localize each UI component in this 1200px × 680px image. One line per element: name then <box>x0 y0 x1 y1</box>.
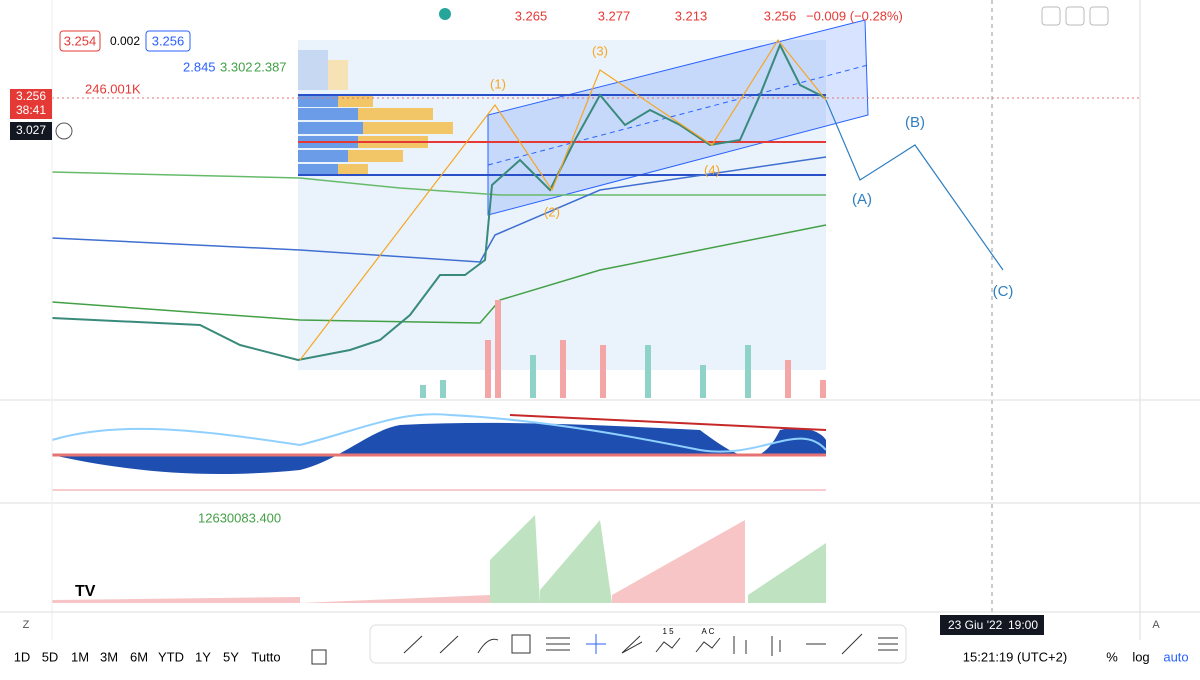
change-text: −0.009 (−0.28%) <box>806 8 903 23</box>
volume-profile <box>298 50 453 174</box>
volume-bars <box>420 300 826 398</box>
histogram <box>748 543 826 603</box>
range-button[interactable]: 1M <box>71 649 89 664</box>
scale-option[interactable]: log <box>1132 649 1149 664</box>
toolbar-label: 1 5 <box>662 627 674 636</box>
price-text: 3.256 <box>764 8 797 23</box>
wave-projection <box>825 99 1004 271</box>
range-buttons: 1D 5D 1M 3M 6M YTD 1Y 5Y Tutto <box>14 649 281 664</box>
status-dot <box>439 8 451 20</box>
histogram <box>540 520 612 603</box>
ma-value: 3.302 <box>220 59 253 74</box>
logo: TV <box>75 583 96 600</box>
wave-path <box>299 38 827 361</box>
wave-label: (4) <box>704 162 720 177</box>
sell-price[interactable]: 3.254 <box>64 33 97 48</box>
indicator-value: 12630083.400 <box>198 510 281 525</box>
last-price: 3.256 <box>16 89 46 103</box>
price-path <box>51 42 827 362</box>
divergence-line <box>509 414 827 431</box>
clock: 15:21:19 (UTC+2) <box>963 649 1067 664</box>
range-button[interactable]: YTD <box>158 649 184 664</box>
range-button[interactable]: 3M <box>100 649 118 664</box>
range-button[interactable]: 1D <box>14 649 31 664</box>
price-text: 3.265 <box>515 8 548 23</box>
add-button[interactable] <box>55 122 73 140</box>
sell-box[interactable] <box>59 30 101 52</box>
range-button[interactable]: 6M <box>130 649 148 664</box>
last-price-tag <box>10 89 52 119</box>
ma-line <box>51 156 827 263</box>
volume-value: 246.001K <box>85 81 141 96</box>
spread: 0.002 <box>110 34 140 48</box>
time-text: 19:00 <box>1008 618 1038 632</box>
toolbar-icons[interactable] <box>403 633 898 656</box>
ma-line <box>51 224 827 324</box>
countdown: 38:41 <box>16 103 46 117</box>
price-text: 3.213 <box>675 8 708 23</box>
wave-label: (B) <box>905 114 925 131</box>
scale-option[interactable]: % <box>1106 649 1118 664</box>
cursor-tag <box>10 122 52 140</box>
wave-label: (C) <box>993 283 1014 300</box>
oscillator-area <box>52 422 826 475</box>
wave-label: (3) <box>592 43 608 58</box>
histogram <box>612 520 745 603</box>
axis-button[interactable]: A <box>1152 619 1160 631</box>
oscillator-line <box>51 413 827 453</box>
channel-mid <box>487 64 869 166</box>
compare-icon[interactable] <box>311 649 327 665</box>
histogram <box>52 597 300 603</box>
date-text: 23 Giu '22 <box>948 618 1003 632</box>
window-buttons[interactable] <box>1041 6 1109 26</box>
cursor-price: 3.027 <box>16 123 46 137</box>
price-text: 3.277 <box>598 8 631 23</box>
range-button[interactable]: 1Y <box>195 649 211 664</box>
toolbar-label: A C <box>702 627 715 636</box>
scale-option[interactable]: auto <box>1163 649 1188 664</box>
range-button[interactable]: 5D <box>42 649 59 664</box>
histogram <box>300 595 490 603</box>
ma-value: 2.845 <box>183 59 216 74</box>
wave-label: (2) <box>544 204 560 219</box>
channel <box>487 19 869 216</box>
range-button[interactable]: Tutto <box>251 649 280 664</box>
ma-value: 2.387 <box>254 59 287 74</box>
wave-label: (A) <box>852 191 872 208</box>
buy-box[interactable] <box>145 30 191 52</box>
axis-button[interactable]: Z <box>23 619 30 631</box>
wave-label: (1) <box>490 76 506 91</box>
ma-line <box>51 171 826 196</box>
buy-price[interactable]: 3.256 <box>152 33 185 48</box>
date-tag <box>940 615 1044 635</box>
histogram <box>490 515 540 603</box>
range-button[interactable]: 5Y <box>223 649 239 664</box>
